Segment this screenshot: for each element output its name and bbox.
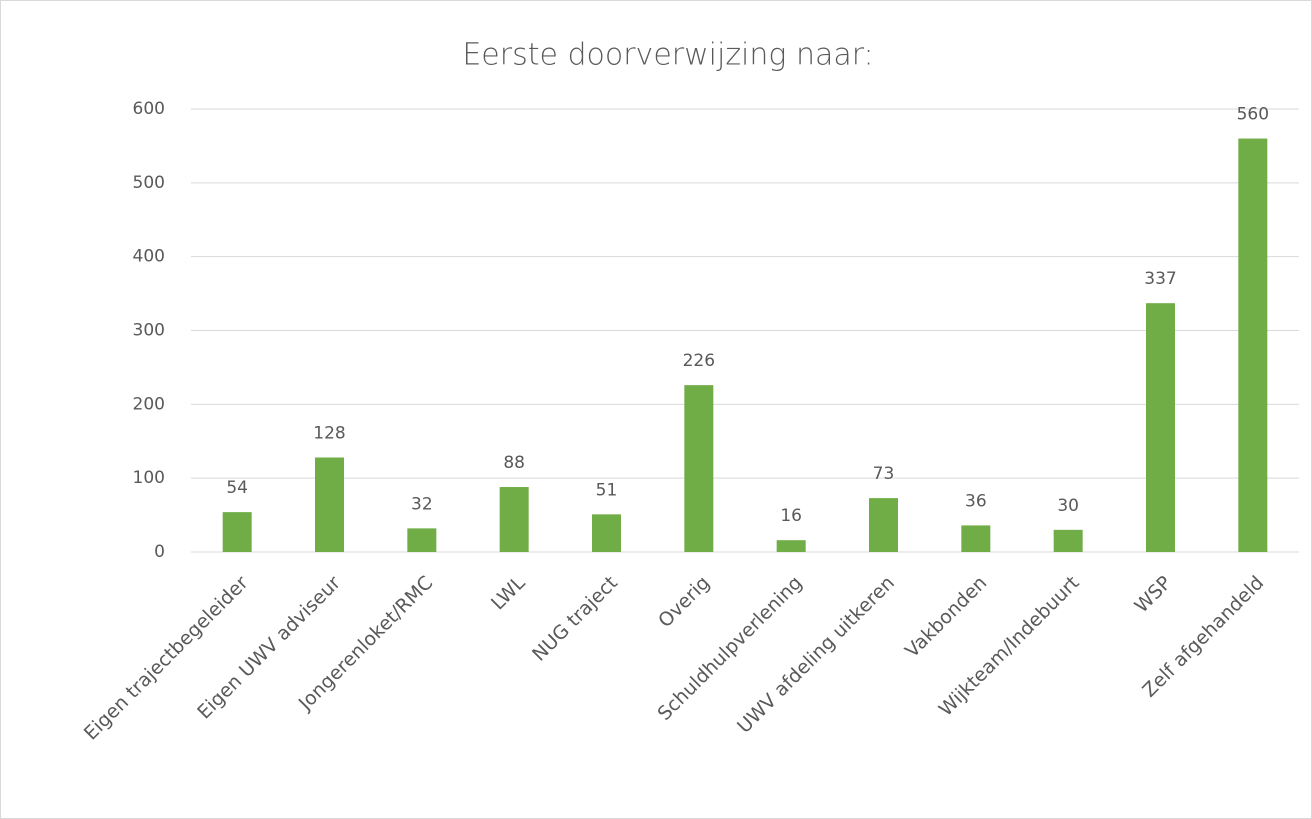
bar — [684, 385, 714, 552]
bar — [776, 540, 806, 552]
bar — [1146, 303, 1175, 552]
bar — [222, 512, 252, 552]
y-tick-label: 0 — [154, 542, 165, 562]
y-tick-label: 600 — [133, 99, 165, 119]
bar — [869, 498, 898, 552]
bar — [499, 487, 529, 552]
y-tick-label: 100 — [133, 468, 165, 488]
data-label: 36 — [965, 491, 987, 511]
data-label: 51 — [596, 480, 618, 500]
data-label: 54 — [226, 478, 248, 498]
data-label: 337 — [1144, 269, 1176, 289]
y-tick-label: 300 — [133, 321, 165, 341]
bar — [1238, 138, 1268, 553]
bar — [315, 457, 344, 552]
y-tick-label: 200 — [133, 394, 165, 414]
data-label: 30 — [1057, 496, 1079, 516]
data-label: 226 — [683, 351, 715, 371]
chart-title: Eerste doorverwijzing naar: — [462, 38, 873, 73]
data-label: 88 — [503, 453, 525, 473]
data-label: 32 — [411, 494, 433, 514]
data-label: 16 — [780, 506, 802, 526]
y-tick-label: 400 — [133, 247, 165, 267]
bar — [961, 525, 991, 552]
data-label: 128 — [313, 423, 345, 443]
bar — [1053, 529, 1083, 552]
y-tick-label: 500 — [133, 173, 165, 193]
data-label: 560 — [1237, 105, 1269, 125]
bar — [592, 514, 621, 552]
data-label: 73 — [873, 464, 895, 484]
bar — [407, 528, 437, 552]
